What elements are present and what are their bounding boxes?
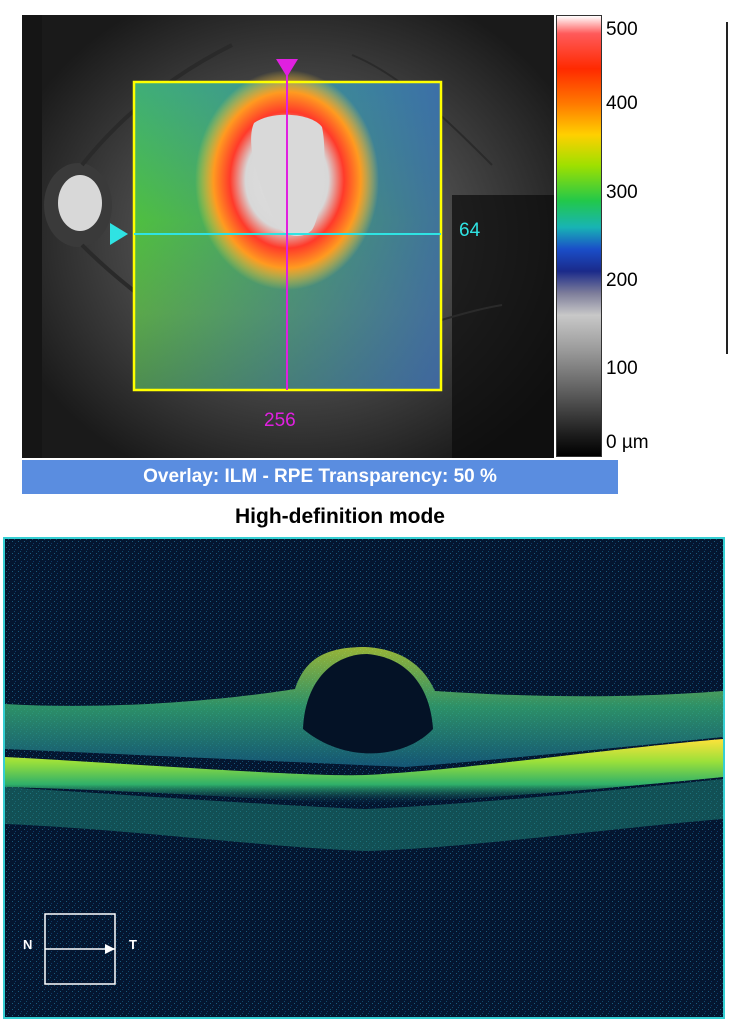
tick-label: 500 bbox=[606, 19, 638, 40]
orientation-marker bbox=[44, 913, 116, 985]
tick-label: 300 bbox=[606, 182, 638, 203]
overlay-info-bar[interactable]: Overlay: ILM - RPE Transparency: 50 % bbox=[22, 460, 618, 494]
oct-bscan: N T bbox=[3, 537, 725, 1019]
temporal-label: T bbox=[129, 937, 137, 952]
divider-line bbox=[726, 22, 728, 354]
nasal-label: N bbox=[23, 937, 33, 952]
overlay-info-text: Overlay: ILM - RPE Transparency: 50 % bbox=[143, 466, 497, 487]
tick-label: 0 µm bbox=[606, 432, 649, 453]
horizontal-scan-label: 64 bbox=[459, 220, 481, 241]
tick-label: 200 bbox=[606, 270, 638, 291]
fundus-image bbox=[22, 15, 554, 458]
colorbar-gradient bbox=[556, 15, 602, 457]
tick-label: 400 bbox=[606, 93, 638, 114]
vertical-scan-label: 256 bbox=[264, 410, 296, 431]
thickness-colorbar: 500 400 300 200 100 0 µm bbox=[554, 15, 729, 460]
tick-label: 100 bbox=[606, 358, 638, 379]
oct-title: High-definition mode bbox=[235, 505, 445, 528]
